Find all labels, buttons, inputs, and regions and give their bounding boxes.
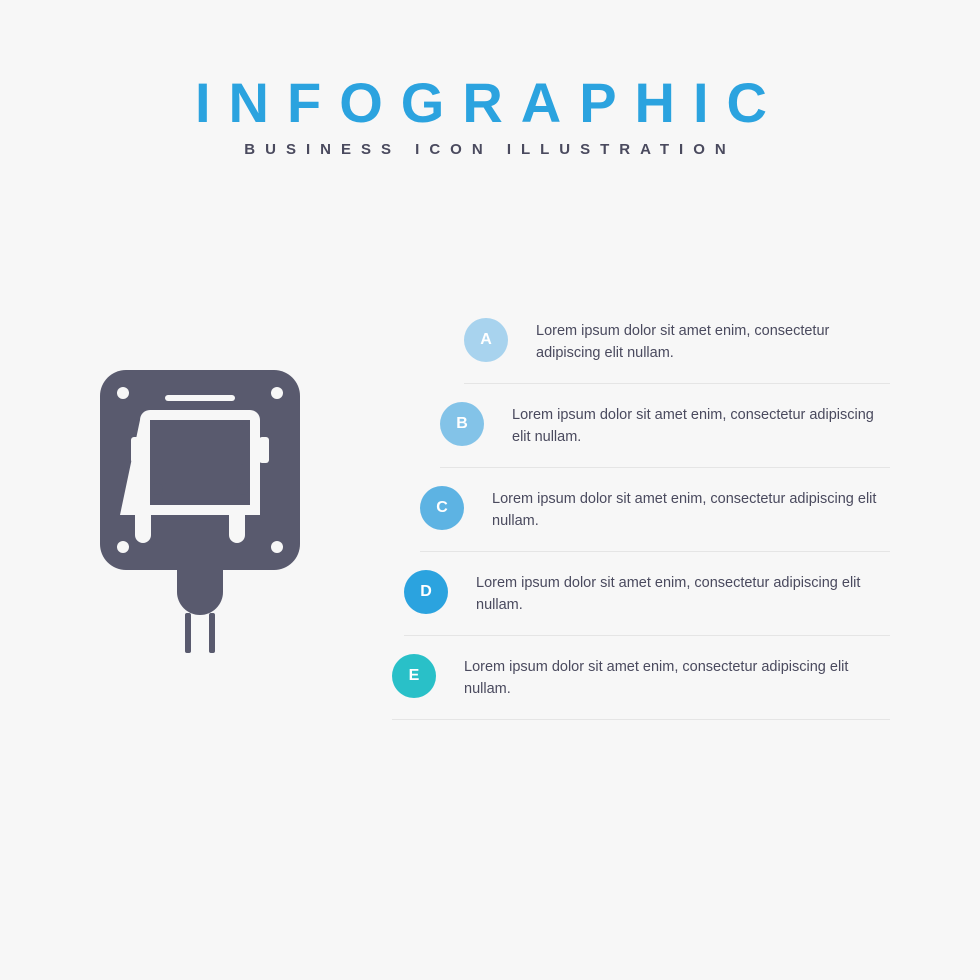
step-item: D Lorem ipsum dolor sit amet enim, conse… bbox=[404, 552, 890, 636]
step-text: Lorem ipsum dolor sit amet enim, consect… bbox=[512, 402, 890, 449]
step-badge-b: B bbox=[440, 402, 484, 446]
content-area: A Lorem ipsum dolor sit amet enim, conse… bbox=[0, 300, 980, 720]
step-item: A Lorem ipsum dolor sit amet enim, conse… bbox=[464, 300, 890, 384]
step-badge-a: A bbox=[464, 318, 508, 362]
step-text: Lorem ipsum dolor sit amet enim, consect… bbox=[536, 318, 890, 365]
electric-bus-charger-icon bbox=[95, 365, 305, 655]
step-text: Lorem ipsum dolor sit amet enim, consect… bbox=[464, 654, 890, 701]
step-text: Lorem ipsum dolor sit amet enim, consect… bbox=[492, 486, 890, 533]
icon-container bbox=[0, 300, 400, 720]
header: INFOGRAPHIC BUSINESS ICON ILLUSTRATION bbox=[0, 0, 980, 158]
steps-list: A Lorem ipsum dolor sit amet enim, conse… bbox=[400, 300, 980, 720]
step-item: B Lorem ipsum dolor sit amet enim, conse… bbox=[440, 384, 890, 468]
step-item: C Lorem ipsum dolor sit amet enim, conse… bbox=[420, 468, 890, 552]
step-text: Lorem ipsum dolor sit amet enim, consect… bbox=[476, 570, 890, 617]
main-title: INFOGRAPHIC bbox=[0, 70, 980, 135]
step-badge-c: C bbox=[420, 486, 464, 530]
step-badge-d: D bbox=[404, 570, 448, 614]
subtitle: BUSINESS ICON ILLUSTRATION bbox=[0, 141, 980, 158]
step-badge-e: E bbox=[392, 654, 436, 698]
step-item: E Lorem ipsum dolor sit amet enim, conse… bbox=[392, 636, 890, 720]
